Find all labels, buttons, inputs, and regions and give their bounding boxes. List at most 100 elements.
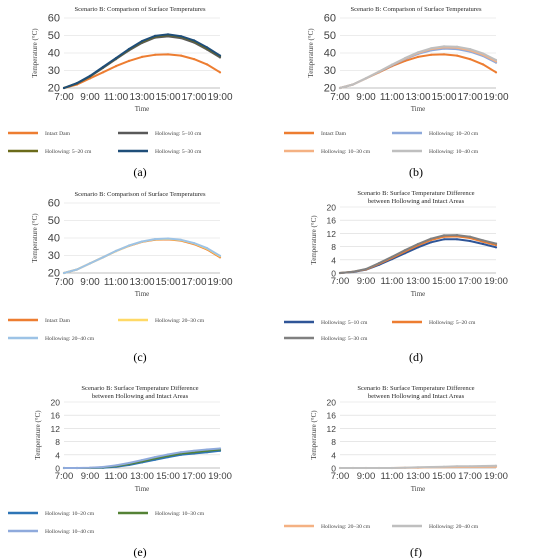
- x-tick-label: 15:00: [432, 471, 456, 482]
- data-point: [114, 249, 118, 252]
- data-point: [494, 58, 498, 62]
- y-tick-label: 16: [327, 216, 337, 226]
- legend-label: Hollowing: 5–30 cm: [321, 336, 368, 342]
- data-point: [101, 71, 105, 74]
- chart-panel: Scenario B: Comparison of Surface Temper…: [8, 191, 233, 364]
- chart-title: Scenario B: Surface Temperature Differen…: [357, 385, 474, 400]
- chart-title: Scenario B: Comparison of Surface Temper…: [74, 191, 206, 198]
- panel-label: (c): [133, 350, 146, 364]
- data-point: [75, 82, 79, 85]
- y-tick-label: 0: [331, 464, 336, 474]
- data-point: [494, 71, 498, 74]
- y-tick-label: 30: [48, 250, 60, 262]
- data-point: [455, 54, 459, 57]
- data-point: [127, 244, 131, 247]
- y-tick-label: 4: [55, 450, 60, 460]
- data-point: [101, 256, 105, 259]
- chart-panel: Scenario B: Surface Temperature Differen…: [284, 190, 508, 364]
- legend-label: Hollowing: 20–30 cm: [321, 524, 371, 530]
- panel-label: (b): [409, 165, 423, 179]
- x-tick-label: 15:00: [155, 277, 180, 288]
- data-point: [179, 451, 183, 454]
- data-point: [390, 255, 394, 258]
- data-point: [114, 65, 118, 68]
- data-point: [192, 242, 196, 245]
- y-tick-label: 4: [331, 450, 336, 460]
- chart-title: Scenario B: Comparison of Surface Temper…: [74, 6, 206, 13]
- data-point: [205, 247, 209, 250]
- series-line: [63, 447, 221, 469]
- data-point: [166, 237, 170, 240]
- data-point: [179, 238, 183, 241]
- data-point: [62, 271, 66, 275]
- chart-title: Scenario B: Surface Temperature Differen…: [81, 385, 198, 400]
- y-axis-label: Temperature (°C): [34, 410, 42, 460]
- legend-label: Hollowing: 5–20 cm: [45, 149, 92, 155]
- y-tick-label: 0: [331, 269, 336, 279]
- panel-label: (f): [410, 545, 422, 558]
- y-tick-label: 40: [48, 233, 60, 245]
- x-tick-label: 11:00: [104, 471, 127, 482]
- data-point: [416, 242, 420, 246]
- data-point: [442, 465, 446, 468]
- data-point: [127, 59, 131, 63]
- x-tick-label: 19:00: [208, 471, 232, 482]
- series-line: [63, 53, 221, 89]
- legend-label: Hollowing: 10–20 cm: [429, 131, 479, 137]
- data-point: [416, 466, 420, 469]
- x-tick-label: 11:00: [380, 471, 403, 482]
- x-axis-label: Time: [135, 485, 150, 493]
- data-point: [192, 58, 196, 61]
- legend-label: Intact Dam: [45, 318, 71, 324]
- data-point: [468, 48, 472, 51]
- data-point: [140, 55, 144, 59]
- x-tick-label: 13:00: [129, 277, 154, 288]
- data-point: [75, 466, 79, 470]
- x-tick-label: 9:00: [81, 471, 100, 482]
- y-axis-label: Temperature (°C): [31, 213, 39, 263]
- y-axis-label: Temperature (°C): [310, 215, 318, 265]
- data-point: [364, 267, 368, 271]
- data-point: [88, 74, 92, 77]
- y-tick-label: 4: [331, 255, 336, 265]
- data-point: [468, 58, 472, 61]
- data-point: [127, 47, 131, 51]
- data-point: [338, 271, 342, 275]
- data-point: [338, 466, 342, 470]
- data-point: [351, 270, 355, 273]
- x-tick-label: 17:00: [457, 92, 482, 103]
- series-line: [339, 53, 497, 89]
- legend-label: Hollowing: 20–30 cm: [155, 318, 205, 324]
- chart-title-line: between Hollowing and Intact Areas: [368, 393, 465, 400]
- y-tick-label: 12: [327, 424, 337, 434]
- x-tick-label: 15:00: [431, 92, 456, 103]
- x-tick-label: 13:00: [405, 92, 430, 103]
- panel-label: (e): [133, 545, 146, 558]
- data-point: [338, 86, 342, 90]
- y-tick-label: 60: [324, 13, 336, 25]
- data-point: [455, 45, 459, 48]
- data-point: [377, 466, 381, 470]
- x-tick-label: 19:00: [207, 277, 232, 288]
- data-point: [351, 83, 355, 86]
- y-tick-label: 16: [51, 411, 61, 421]
- data-point: [140, 40, 144, 43]
- legend-label: Hollowing: 10–30 cm: [155, 511, 205, 517]
- data-point: [101, 465, 105, 469]
- x-tick-label: 17:00: [458, 471, 482, 482]
- data-point: [179, 35, 183, 38]
- series-line: [63, 448, 221, 469]
- y-tick-label: 20: [327, 398, 337, 408]
- data-point: [429, 53, 433, 56]
- data-point: [429, 47, 433, 50]
- panel-label: (d): [409, 350, 423, 364]
- data-point: [62, 86, 66, 90]
- data-point: [192, 449, 196, 452]
- data-point: [494, 242, 498, 245]
- y-tick-label: 50: [324, 30, 336, 42]
- data-point: [390, 466, 394, 470]
- x-tick-label: 17:00: [458, 276, 482, 287]
- data-point: [481, 63, 485, 66]
- y-tick-label: 50: [48, 215, 60, 227]
- x-tick-label: 7:00: [54, 277, 74, 288]
